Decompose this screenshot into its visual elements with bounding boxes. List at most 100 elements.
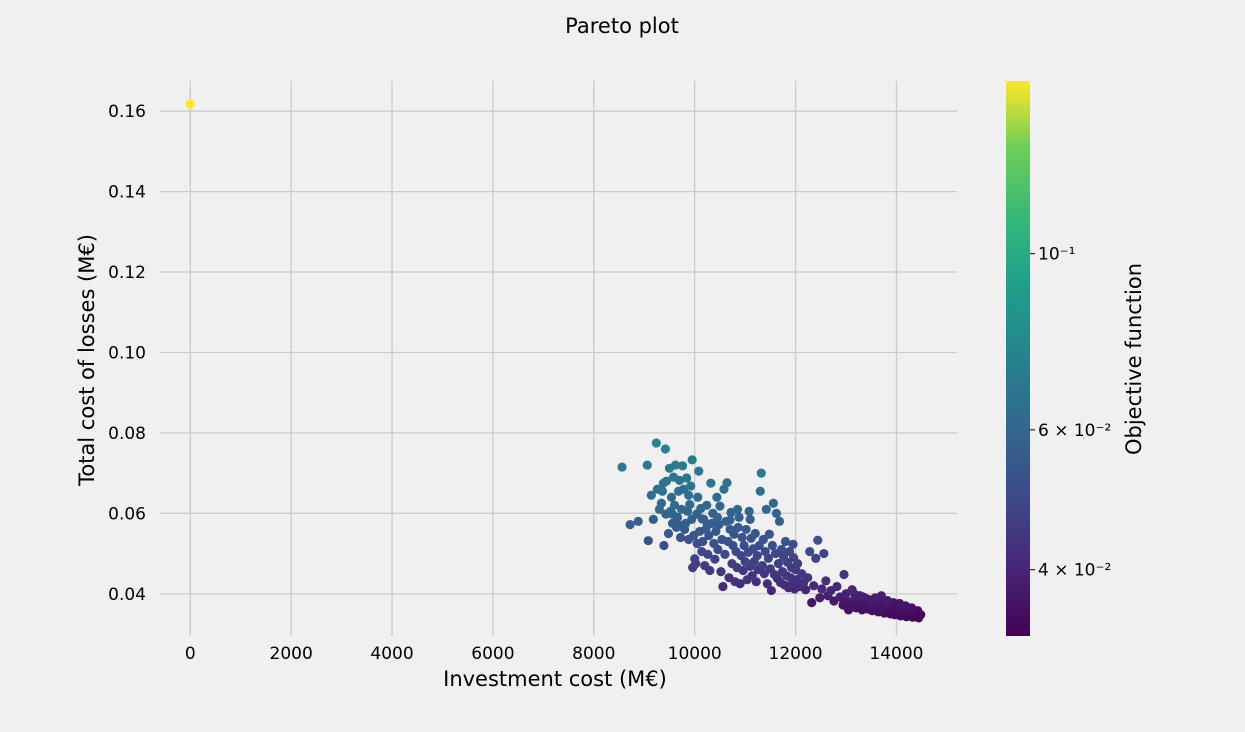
y-tick-label: 0.10 — [108, 343, 146, 363]
data-point — [685, 499, 695, 510]
x-axis-ticks: 0 2000 4000 6000 8000 10000 12000 14000 — [185, 644, 924, 664]
data-point — [750, 528, 760, 539]
data-point — [762, 579, 772, 589]
data-point — [709, 538, 719, 549]
data-point — [648, 514, 658, 524]
x-tick-label: 6000 — [471, 644, 514, 664]
data-point — [811, 553, 821, 563]
data-point — [815, 593, 825, 603]
data-point — [780, 536, 791, 547]
data-point — [642, 460, 652, 470]
data-point — [682, 473, 692, 483]
data-point — [716, 567, 726, 577]
y-axis-ticks: 0.04 0.06 0.08 0.10 0.12 0.14 0.16 — [108, 102, 146, 605]
data-point — [693, 492, 703, 502]
data-point — [771, 508, 782, 518]
colorbar-tick-label: 10⁻¹ — [1038, 245, 1075, 265]
y-tick-label: 0.06 — [108, 504, 146, 524]
x-tick-label: 14000 — [869, 644, 923, 664]
data-point — [646, 490, 656, 500]
data-point — [765, 564, 775, 574]
data-point — [776, 544, 787, 555]
data-point — [670, 460, 681, 470]
data-point — [720, 549, 730, 559]
colorbar — [1006, 81, 1030, 636]
data-point — [659, 540, 669, 551]
data-point — [675, 532, 686, 543]
data-point — [784, 546, 795, 557]
data-point — [698, 536, 708, 547]
data-point — [617, 462, 627, 472]
data-point — [747, 571, 757, 581]
data-point — [625, 519, 635, 530]
grid — [160, 81, 957, 636]
data-point — [669, 500, 680, 510]
data-point — [643, 536, 653, 546]
data-point — [663, 528, 674, 539]
data-point — [715, 501, 725, 511]
data-point — [666, 492, 677, 502]
data-point — [684, 490, 694, 500]
colorbar-label: Objective function — [1122, 263, 1146, 455]
data-point — [678, 484, 689, 494]
y-tick-label: 0.14 — [108, 183, 146, 203]
data-point — [744, 506, 754, 516]
data-point — [725, 524, 735, 535]
y-tick-label: 0.16 — [108, 102, 146, 122]
colorbar-tick-label: 6 × 10⁻² — [1038, 421, 1111, 441]
data-point — [702, 500, 712, 510]
data-point — [712, 492, 722, 502]
data-point — [660, 444, 671, 454]
colorbar-ticks: 4 × 10⁻² 6 × 10⁻² 10⁻¹ — [1030, 245, 1111, 581]
data-point — [752, 550, 762, 561]
data-point — [788, 539, 798, 549]
data-point — [773, 559, 784, 569]
data-point — [676, 504, 687, 514]
x-tick-label: 0 — [185, 644, 196, 664]
data-point — [717, 534, 727, 545]
data-point — [687, 455, 697, 465]
data-point — [710, 554, 720, 564]
data-point — [777, 567, 788, 577]
data-point — [725, 515, 735, 525]
data-point — [700, 561, 710, 571]
data-point — [722, 478, 732, 488]
data-point — [718, 581, 728, 592]
data-point — [651, 438, 661, 448]
data-point — [809, 581, 819, 591]
data-point — [739, 540, 749, 551]
data-point — [732, 504, 743, 514]
data-point — [652, 484, 662, 494]
x-tick-label: 10000 — [668, 644, 722, 664]
data-point — [633, 516, 643, 526]
data-point — [847, 585, 857, 595]
x-tick-label: 8000 — [572, 644, 615, 664]
data-point — [690, 554, 700, 564]
x-tick-label: 2000 — [270, 644, 313, 664]
data-point — [813, 535, 823, 545]
x-axis-label: Investment cost (M€) — [443, 667, 667, 691]
data-point — [819, 548, 829, 559]
data-point — [764, 529, 774, 539]
data-point — [757, 561, 767, 571]
data-point — [761, 504, 771, 514]
chart-title: Pareto plot — [565, 14, 679, 38]
data-point — [839, 569, 849, 580]
data-point — [745, 514, 755, 524]
data-point — [707, 518, 717, 528]
data-point — [758, 534, 768, 545]
data-point — [741, 524, 751, 535]
data-point — [677, 461, 688, 471]
data-point — [756, 468, 766, 478]
data-point — [805, 546, 815, 557]
data-point — [766, 585, 776, 596]
data-point — [667, 518, 678, 528]
x-tick-label: 12000 — [769, 644, 823, 664]
data-point — [668, 472, 679, 482]
data-point — [774, 516, 785, 526]
data-point — [755, 486, 765, 496]
y-tick-label: 0.08 — [108, 424, 146, 444]
data-point — [727, 559, 737, 569]
data-point — [737, 532, 747, 543]
